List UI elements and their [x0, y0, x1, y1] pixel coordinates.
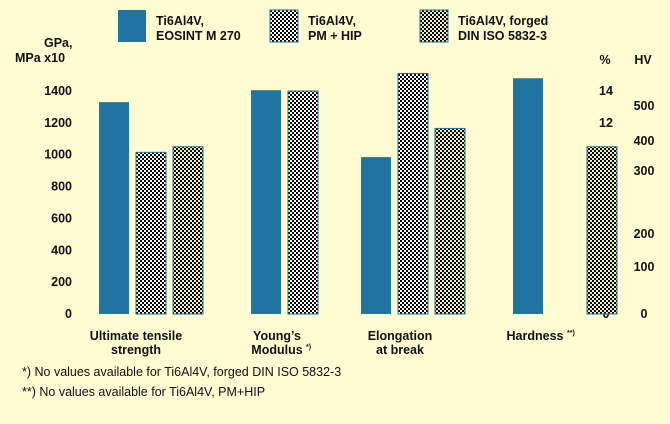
- category-label-2-line-1: Young’s: [253, 329, 301, 343]
- category-label-1-line-1: Ultimate tensile: [90, 329, 182, 343]
- footnote-1: *) No values available for Ti6Al4V, forg…: [22, 365, 342, 379]
- right-hv-tick-label: 0: [641, 307, 648, 321]
- legend-label-3-line-1: Ti6Al4V, forged: [458, 14, 548, 28]
- bar-2-cat-3: [397, 72, 429, 315]
- right-hv-tick-label: 200: [634, 227, 655, 241]
- category-label-4-line-1: Hardness: [507, 329, 564, 343]
- left-tick-label: 1000: [44, 148, 72, 162]
- left-tick-label: 1400: [44, 84, 72, 98]
- legend-label-2-line-2: PM + HIP: [308, 29, 362, 43]
- bar-1-cat-4: [513, 78, 543, 314]
- right-hv-tick-label: 400: [634, 134, 655, 148]
- legend-label-1-line-1: Ti6Al4V,: [156, 14, 204, 28]
- bar-1-cat-3: [361, 157, 391, 314]
- left-axis-label-line-1: GPa,: [44, 36, 73, 50]
- left-axis-label-line-2: MPa x10: [15, 51, 65, 65]
- right-percent-tick-label: 12: [599, 116, 613, 130]
- category-label-3-line-2: at break: [376, 343, 424, 357]
- footnote-2: **) No values available for Ti6Al4V, PM+…: [22, 385, 266, 399]
- left-tick-label: 800: [51, 180, 72, 194]
- right-axis-percent-label: %: [599, 53, 610, 67]
- category-label-2-line-2: Modulus: [251, 343, 302, 357]
- right-percent-tick-label: 14: [599, 84, 613, 98]
- bar-1-cat-2: [251, 90, 281, 314]
- left-tick-label: 0: [65, 307, 72, 321]
- bar-3-cat-1: [172, 146, 204, 315]
- right-axis-hv-label: HV: [634, 53, 652, 67]
- right-hv-tick-label: 100: [634, 260, 655, 274]
- bar-3-cat-4: [586, 146, 618, 315]
- legend-label-2-line-1: Ti6Al4V,: [308, 14, 356, 28]
- left-tick-label: 600: [51, 211, 72, 225]
- legend-label-1-line-2: EOSINT M 270: [156, 29, 241, 43]
- category-mark-2: *): [306, 344, 311, 351]
- legend-label-3-line-2: DIN ISO 5832-3: [458, 29, 547, 43]
- legend-swatch-3: [419, 9, 449, 43]
- left-tick-label: 400: [51, 243, 72, 257]
- category-label-1-line-2: strength: [111, 343, 161, 357]
- left-tick-label: 1200: [44, 116, 72, 130]
- legend-swatch-2: [269, 9, 299, 43]
- left-tick-label: 200: [51, 275, 72, 289]
- bar-2-cat-2: [287, 90, 319, 315]
- bar-3-cat-3: [434, 127, 466, 315]
- right-hv-tick-label: 500: [634, 99, 655, 113]
- right-hv-tick-label: 300: [634, 164, 655, 178]
- bar-1-cat-1: [99, 102, 129, 315]
- legend-swatch-1: [118, 10, 146, 42]
- bar-2-cat-1: [135, 151, 167, 315]
- category-label-3-line-1: Elongation: [368, 329, 433, 343]
- category-mark-4: **): [567, 330, 575, 337]
